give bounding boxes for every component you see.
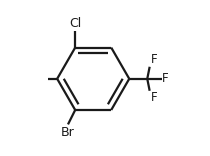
Text: Br: Br (61, 126, 75, 139)
Text: F: F (151, 53, 158, 66)
Text: Cl: Cl (69, 17, 81, 29)
Text: F: F (162, 72, 169, 85)
Text: F: F (151, 91, 158, 104)
